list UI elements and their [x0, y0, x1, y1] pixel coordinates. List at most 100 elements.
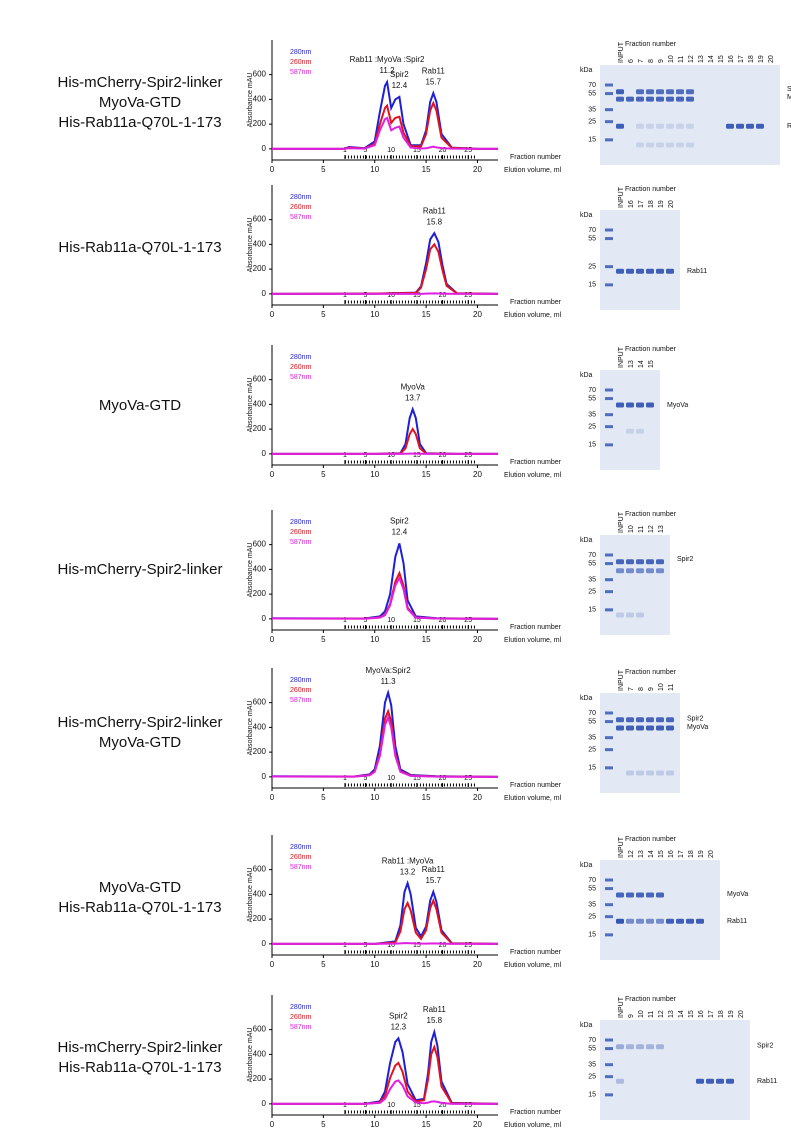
- gel-band: [616, 89, 624, 95]
- peak-volume: 12.4: [392, 528, 408, 537]
- peak-volume: 11.3: [381, 677, 397, 686]
- gel-band: [686, 123, 694, 129]
- gel-header: Fraction number: [625, 669, 677, 676]
- y-axis-label: Absorbance mAU: [247, 868, 254, 923]
- lane-label: 17: [678, 850, 685, 858]
- gel-band: [666, 123, 674, 129]
- gel-band: [736, 123, 744, 129]
- sample-label: MyoVa-GTD: [99, 397, 181, 414]
- fraction-tick-label: 5: [364, 775, 368, 782]
- gel-band: [636, 428, 644, 434]
- marker-label: 70: [588, 552, 596, 559]
- fraction-tick-label: 15: [413, 617, 421, 624]
- fraction-tick-label: 20: [439, 292, 447, 299]
- ladder-band: [605, 138, 613, 142]
- marker-label: 35: [588, 902, 596, 909]
- gel: [600, 693, 680, 793]
- peak-volume: 15.8: [427, 217, 443, 226]
- x-tick-label: 10: [370, 960, 379, 969]
- legend-entry: 280nm: [290, 49, 312, 56]
- gel-band: [646, 717, 654, 723]
- marker-label: 70: [588, 82, 596, 89]
- lane-label: 18: [718, 1010, 725, 1018]
- gel-band: [626, 402, 634, 408]
- sample-label: His-Rab11a-Q70L-1-173: [58, 899, 221, 916]
- ladder-band: [605, 1038, 613, 1042]
- gel-band: [626, 717, 634, 723]
- gel-band: [626, 559, 634, 565]
- peak-volume: 13.2: [400, 867, 416, 876]
- fraction-axis-label: Fraction number: [510, 154, 562, 161]
- gel-band: [636, 559, 644, 565]
- gel-band: [666, 96, 674, 102]
- y-tick-label: 600: [253, 865, 267, 874]
- lane-label: 18: [748, 55, 755, 63]
- lane-label: 15: [648, 360, 655, 368]
- trace: [272, 79, 498, 150]
- protein-label: MyoVa: [687, 724, 708, 731]
- protein-label: MyoVa: [727, 891, 748, 898]
- trace: [272, 942, 498, 945]
- fraction-tick-label: 10: [387, 617, 395, 624]
- lane-label: INPUT: [618, 669, 625, 691]
- gel-header: Fraction number: [625, 511, 677, 518]
- y-tick-label: 400: [253, 399, 267, 408]
- sample-label: His-mCherry-Spir2-linker: [57, 714, 222, 731]
- x-tick-label: 10: [370, 1120, 379, 1129]
- trace: [272, 116, 498, 150]
- gel-band: [636, 717, 644, 723]
- y-axis-label: Absorbance mAU: [247, 701, 254, 756]
- trace: [271, 543, 499, 620]
- y-tick-label: 400: [253, 722, 267, 731]
- legend-entry: 280nm: [290, 844, 312, 851]
- gel-band: [636, 612, 644, 618]
- ladder-band: [605, 228, 613, 232]
- lane-label: 12: [648, 525, 655, 533]
- gel-band: [666, 268, 674, 274]
- lane-label: 10: [658, 683, 665, 691]
- marker-label: 25: [588, 119, 596, 126]
- marker-label: 35: [588, 735, 596, 742]
- gel-band: [616, 725, 624, 731]
- gel-band: [676, 96, 684, 102]
- x-tick-label: 20: [473, 310, 482, 319]
- fraction-tick-label: 15: [413, 942, 421, 949]
- gel-band: [686, 918, 694, 924]
- ladder-band: [605, 413, 613, 417]
- x-tick-label: 5: [321, 310, 326, 319]
- lane-label: 13: [638, 850, 645, 858]
- x-tick-label: 15: [422, 960, 431, 969]
- gel-header: Fraction number: [625, 41, 677, 48]
- ladder-band: [605, 887, 613, 891]
- trace: [272, 427, 498, 455]
- y-tick-label: 400: [253, 239, 267, 248]
- ladder-band: [605, 1093, 613, 1097]
- marker-label: 55: [588, 235, 596, 242]
- gel-band: [646, 142, 654, 148]
- gel-band: [616, 918, 624, 924]
- x-axis-label: Elution volume, ml: [504, 637, 562, 644]
- fraction-tick-label: 15: [413, 775, 421, 782]
- fraction-tick-label: 10: [387, 292, 395, 299]
- y-tick-label: 400: [253, 1049, 267, 1058]
- gel-band: [646, 268, 654, 274]
- ladder-band: [605, 903, 613, 907]
- fraction-axis-label: Fraction number: [510, 949, 562, 956]
- peak-name: Rab11 :MyoVa :Spir2: [350, 55, 425, 64]
- lane-label: 14: [638, 360, 645, 368]
- marker-label: 35: [588, 412, 596, 419]
- gel-band: [636, 725, 644, 731]
- gel-band: [696, 1078, 704, 1084]
- lane-label: 11: [648, 1011, 655, 1018]
- gel-band: [646, 559, 654, 565]
- gel-band: [626, 568, 634, 574]
- trace: [272, 406, 498, 455]
- lane-label: 19: [758, 55, 765, 63]
- x-tick-label: 0: [270, 793, 275, 802]
- x-tick-label: 20: [473, 165, 482, 174]
- gel-header: Fraction number: [625, 996, 677, 1003]
- fraction-tick-label: 20: [439, 452, 447, 459]
- gel-band: [646, 568, 654, 574]
- ladder-band: [605, 736, 613, 740]
- fraction-tick-label: 25: [464, 617, 472, 624]
